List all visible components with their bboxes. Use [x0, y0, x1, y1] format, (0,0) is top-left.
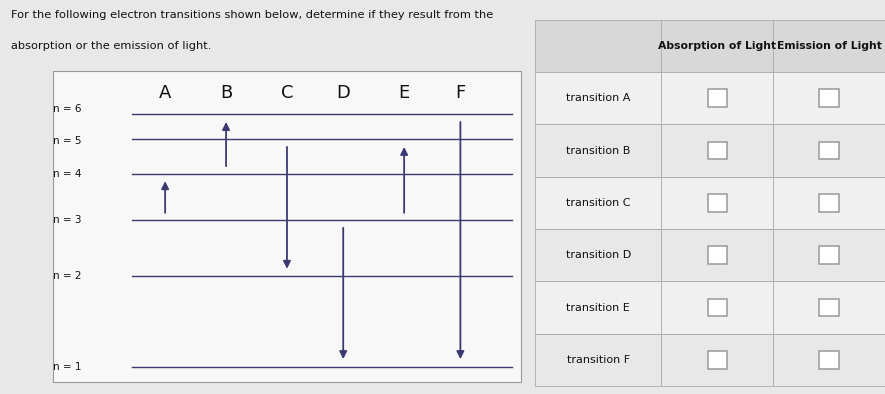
- Bar: [820, 89, 839, 107]
- Bar: [661, 20, 773, 72]
- Bar: [708, 89, 727, 107]
- Bar: [820, 299, 839, 316]
- Text: n = 4: n = 4: [53, 169, 81, 178]
- Bar: [661, 72, 773, 125]
- Bar: [773, 20, 885, 72]
- Bar: [708, 246, 727, 264]
- Text: transition B: transition B: [566, 145, 630, 156]
- Bar: [708, 194, 727, 212]
- Text: Absorption of Light: Absorption of Light: [658, 41, 776, 51]
- Bar: [535, 229, 661, 281]
- Text: F: F: [455, 84, 466, 102]
- Bar: [773, 281, 885, 334]
- Text: n = 5: n = 5: [53, 136, 81, 146]
- Bar: [820, 194, 839, 212]
- Text: transition C: transition C: [566, 198, 631, 208]
- Bar: [661, 177, 773, 229]
- Bar: [773, 177, 885, 229]
- Bar: [820, 351, 839, 369]
- Text: A: A: [159, 84, 172, 102]
- Bar: [820, 142, 839, 160]
- Bar: [535, 125, 661, 177]
- Bar: [708, 299, 727, 316]
- Text: C: C: [281, 84, 293, 102]
- Bar: [773, 72, 885, 125]
- Text: E: E: [398, 84, 410, 102]
- Bar: [535, 20, 661, 72]
- Bar: [661, 229, 773, 281]
- Text: n = 2: n = 2: [53, 271, 81, 281]
- Text: B: B: [220, 84, 232, 102]
- Text: D: D: [336, 84, 350, 102]
- Text: n = 6: n = 6: [53, 104, 81, 113]
- Text: n = 3: n = 3: [53, 216, 81, 225]
- Bar: [820, 246, 839, 264]
- Text: transition F: transition F: [566, 355, 630, 365]
- Bar: [661, 334, 773, 386]
- Bar: [535, 177, 661, 229]
- Bar: [661, 125, 773, 177]
- Bar: [661, 281, 773, 334]
- Text: transition E: transition E: [566, 303, 630, 312]
- Bar: [535, 334, 661, 386]
- Text: Emission of Light: Emission of Light: [777, 41, 881, 51]
- Text: transition A: transition A: [566, 93, 630, 103]
- Bar: [53, 71, 521, 382]
- Bar: [708, 142, 727, 160]
- Bar: [708, 351, 727, 369]
- Bar: [535, 72, 661, 125]
- Bar: [773, 125, 885, 177]
- Bar: [773, 334, 885, 386]
- Text: absorption or the emission of light.: absorption or the emission of light.: [11, 41, 211, 51]
- Bar: [773, 229, 885, 281]
- Text: n = 1: n = 1: [53, 362, 81, 372]
- Text: transition D: transition D: [566, 250, 631, 260]
- Bar: [535, 281, 661, 334]
- Text: For the following electron transitions shown below, determine if they result fro: For the following electron transitions s…: [11, 10, 493, 20]
